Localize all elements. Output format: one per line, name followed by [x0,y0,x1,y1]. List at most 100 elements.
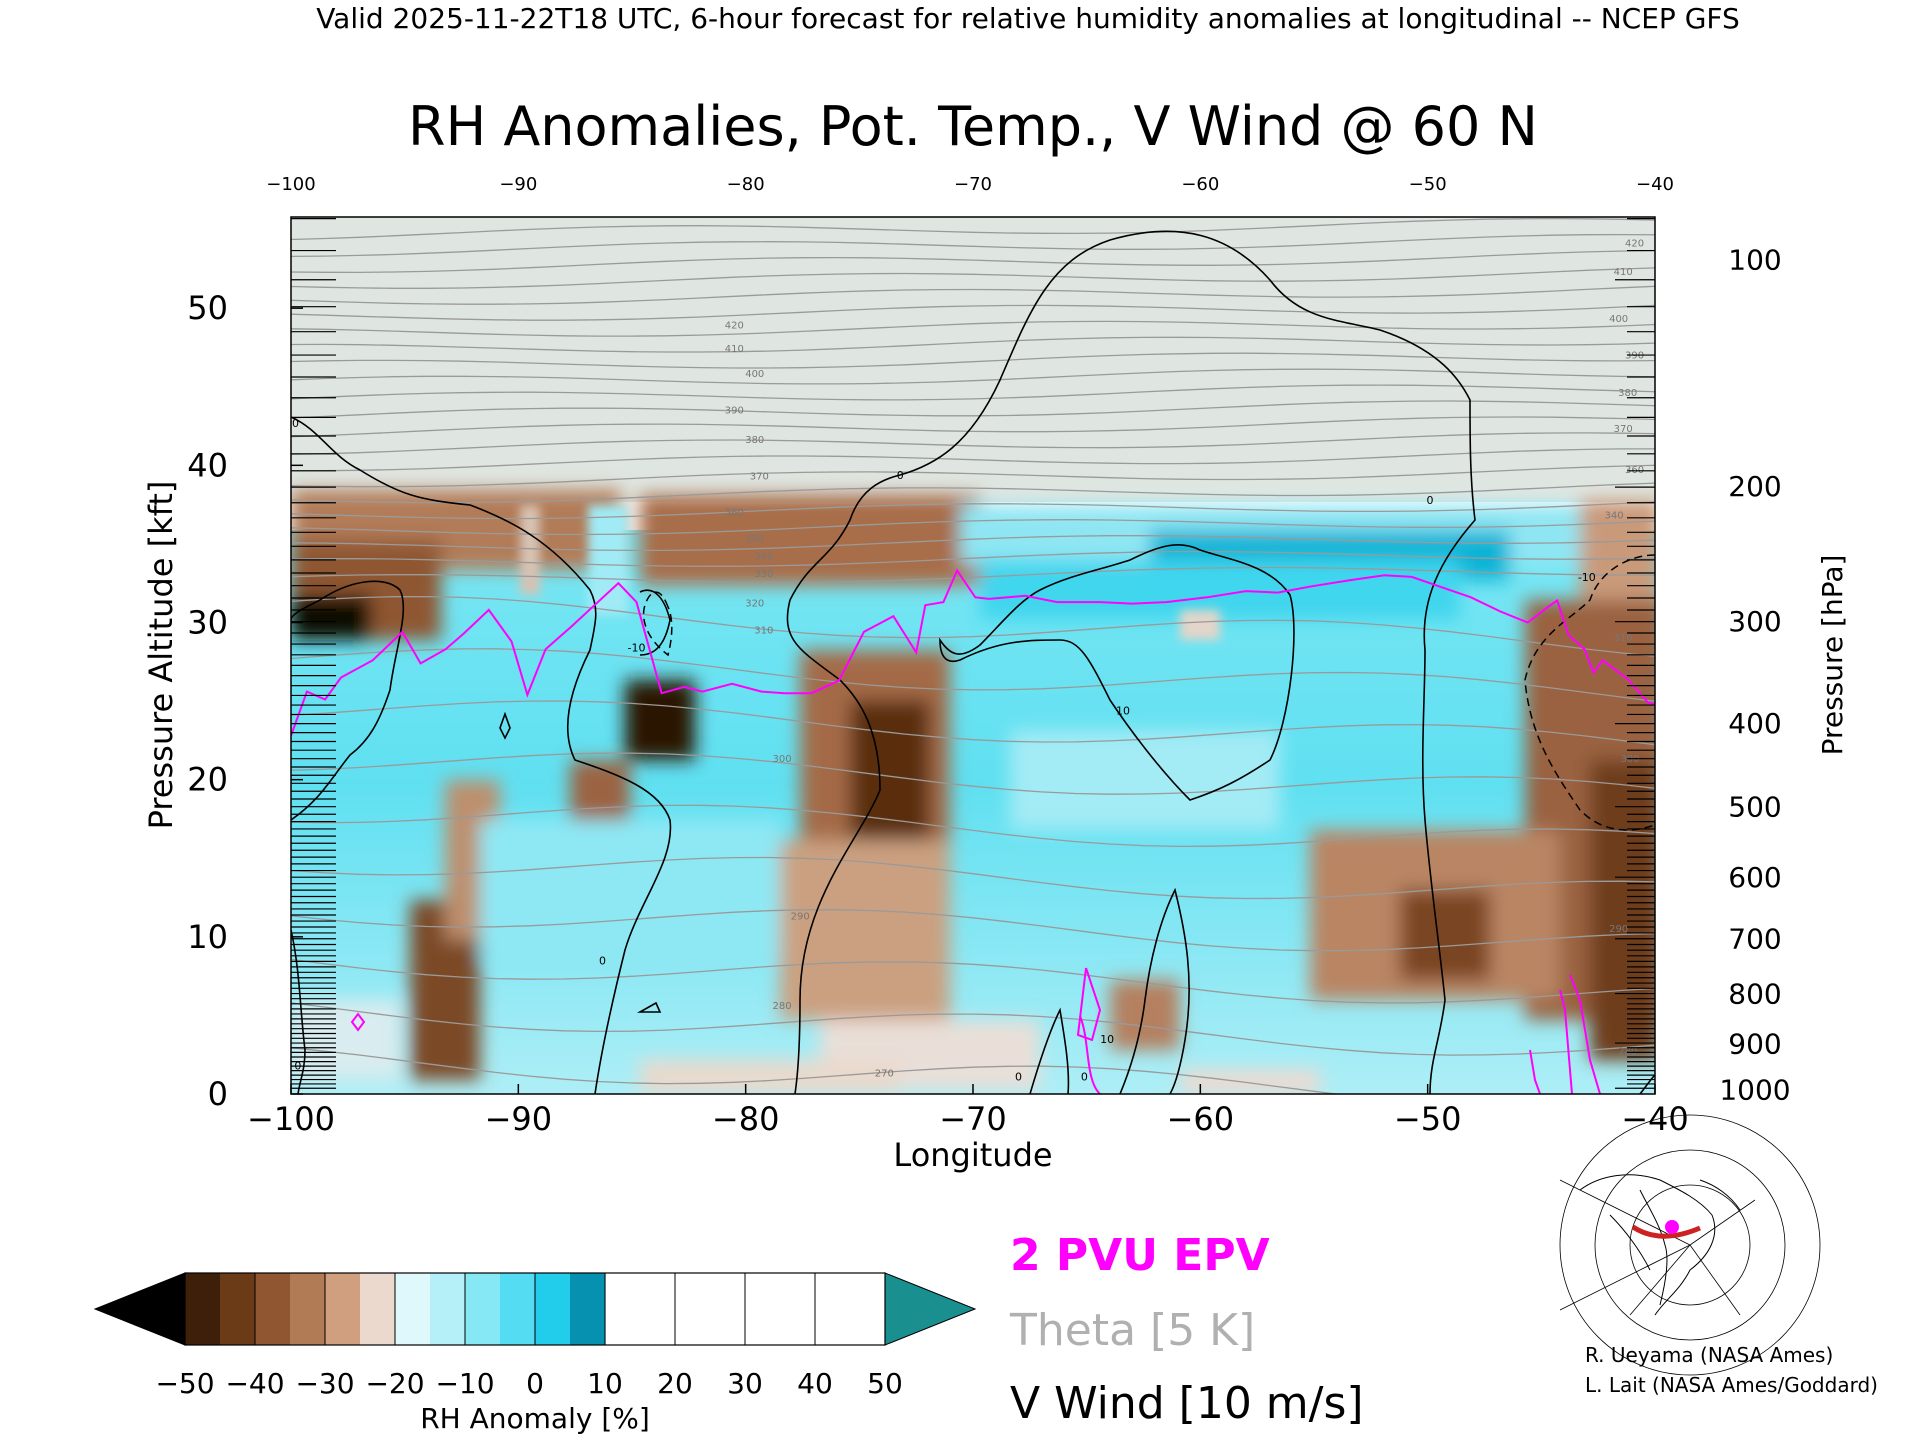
theta-contour-label: 360 [725,507,744,518]
locator-map [1555,1114,1821,1376]
theta-isentrope [291,700,1655,746]
legend-theta: Theta [5 K] [1009,1305,1255,1356]
theta-isentrope [291,464,1655,488]
v-wind-contour-label: -10 [1578,571,1596,584]
colorbar-tick-label: 10 [587,1367,623,1400]
theta-contour-label: 420 [1625,239,1644,250]
v-wind-contour-label: 0 [599,954,606,967]
top-x-tick-label: −80 [727,174,765,195]
theta-isentrope [291,519,1655,536]
x-axis-label: Longitude [893,1136,1052,1174]
colorbar-swatch [465,1273,501,1345]
theta-contour-label: 370 [1614,424,1633,435]
theta-isentrope [291,804,1655,848]
colorbar-swatch [570,1273,606,1345]
theta-contour-label: 420 [725,320,744,331]
colorbar: −50 −40 −30 −20 −10 0 10 20 30 40 50 [93,1272,977,1400]
y-tick-label: 40 [187,446,228,484]
theta-isentrope [291,336,1655,353]
theta-contour-label: 400 [1609,314,1628,325]
theta-contour-label: 370 [750,471,769,482]
top-x-tick-label: −40 [1636,174,1674,195]
theta-contour-label: 300 [1620,754,1639,765]
x-tick-label: −90 [485,1100,553,1138]
theta-contour-label: 410 [1614,267,1633,278]
theta-isentrope [291,501,1655,520]
theta-contour-label: 290 [791,911,810,922]
theta-contour-label: 310 [1614,633,1633,644]
pressure-tick-label: 300 [1728,605,1781,638]
theta-isentrope [291,233,1655,258]
theta-contour-label: 310 [754,625,773,636]
theta-isentrope [291,352,1655,369]
credit-line-1: R. Ueyama (NASA Ames) [1585,1343,1833,1367]
y-tick-label: 30 [187,603,228,641]
v-wind-contour-label: 0 [1426,494,1433,507]
pressure-tick-label: 700 [1728,922,1781,955]
colorbar-label: RH Anomaly [%] [420,1402,650,1435]
colorbar-high-arrow [884,1272,977,1346]
colorbar-tick-label: 0 [526,1367,544,1400]
pressure-tick-label: 900 [1728,1028,1781,1061]
v-wind-contour-label: 10 [1100,1033,1114,1046]
pressure-tick-label: 1000 [1719,1073,1790,1106]
y-tick-label: 50 [187,289,228,327]
pressure-tick-label: 100 [1728,243,1781,276]
theta-contour-label: 280 [772,1001,791,1012]
v-wind-contour-label: 10 [1116,705,1130,718]
colorbar-swatch [535,1273,571,1345]
theta-isentrope [291,267,1655,289]
section-path-marker [1631,1224,1701,1239]
colorbar-tick-label: 40 [797,1367,833,1400]
top-x-tick-label: −90 [499,174,537,195]
theta-contour-label: 320 [745,599,764,610]
theta-contour-label: 270 [875,1069,894,1080]
theta-isentrope [291,217,1655,241]
theta-isentrope [291,416,1655,438]
theta-contour-label: 410 [725,344,744,355]
top-x-tick-label: −100 [266,174,315,195]
epv-2pvu-line [291,568,1655,737]
theta-isentrope [291,432,1655,456]
colorbar-swatch [500,1273,536,1345]
y-tick-label: 10 [187,918,228,956]
v-wind-contour-label: 0 [1015,1071,1022,1084]
section-position-marker [1665,1220,1679,1234]
theta-isentrope [291,304,1655,321]
legend-v-wind: V Wind [10 m/s] [1010,1378,1364,1429]
colorbar-swatch [430,1273,466,1345]
theta-isentrope [291,368,1655,385]
y-tick-label: 0 [208,1075,228,1113]
theta-contour-label: 350 [745,534,764,545]
x-tick-label: −70 [939,1100,1007,1138]
y-axis-label: Pressure Altitude [kft] [142,481,180,830]
pressure-tick-label: 500 [1728,790,1781,823]
v-wind-negative-contours [642,554,1655,831]
theta-contour-label: 340 [1605,511,1624,522]
pressure-tick-label: 200 [1728,470,1781,503]
theta-isentrope [291,448,1655,472]
top-x-tick-label: −50 [1409,174,1447,195]
rh-anomaly-field [291,217,1655,1094]
x-axis-ticks: −100 −90 −80 −70 −60 −50 −40 [247,1084,1689,1138]
colorbar-tick-label: −40 [225,1367,284,1400]
theta-contour-label: 400 [745,369,764,380]
legend-epv: 2 PVU EPV [1010,1230,1270,1281]
x-tick-label: −80 [712,1100,780,1138]
pressure-tick-label: 600 [1728,861,1781,894]
theta-contour-label: 390 [725,405,744,416]
chart-title: RH Anomalies, Pot. Temp., V Wind @ 60 N [408,95,1538,158]
colorbar-tick-label: −20 [365,1367,424,1400]
valid-time-line: Valid 2025-11-22T18 UTC, 6-hour forecast… [316,2,1740,35]
credit-line-2: L. Lait (NASA Ames/Goddard) [1585,1373,1878,1397]
x-tick-label: −40 [1621,1100,1689,1138]
theta-isentrope [291,249,1655,274]
theta-isentrope [291,566,1655,583]
colorbar-tick-label: −30 [295,1367,354,1400]
theta-contours [291,217,1655,1094]
colorbar-swatch [290,1273,326,1345]
theta-isentrope [291,550,1655,567]
theta-isentrope [291,320,1655,337]
